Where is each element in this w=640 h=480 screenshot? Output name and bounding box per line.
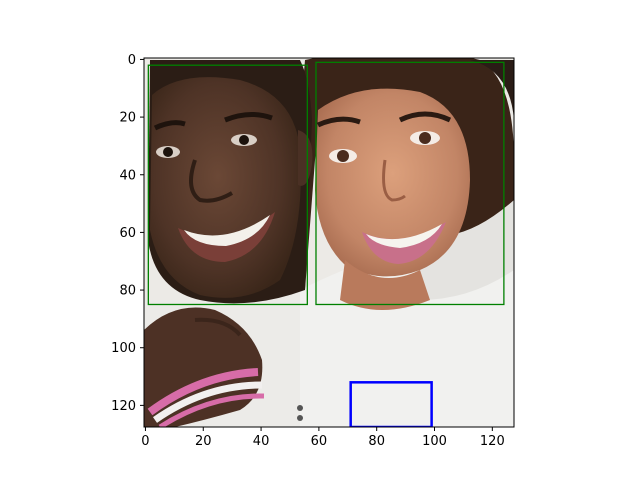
axes-frame [143,57,515,428]
x-tick-label: 80 [368,434,385,449]
y-tick-label: 0 [128,53,136,68]
woman-hair [298,58,514,290]
man-face [150,77,301,298]
bracelet-white [152,381,263,423]
y-tick-label: 60 [119,226,136,241]
x-axis: 0 20 40 60 80 100 120 [141,427,505,449]
y-tick-label: 40 [119,168,136,183]
y-tick-label: 20 [119,111,136,126]
x-tick-label: 20 [195,434,212,449]
woman-neck [340,260,430,310]
x-tick-label: 100 [422,434,447,449]
y-tick-label: 100 [111,341,136,356]
x-tick-label: 0 [141,434,149,449]
y-axis: 0 20 40 60 80 100 120 [111,53,144,414]
x-tick-label: 40 [253,434,270,449]
face-box-man [147,64,308,306]
photo [144,58,514,427]
bottom-box [349,381,433,427]
x-tick-label: 120 [480,434,505,449]
y-tick-label: 120 [111,399,136,414]
x-tick-label: 60 [311,434,328,449]
bracelet-pink [147,368,259,416]
face-box-woman [315,61,505,306]
annotation-boxes [147,61,505,427]
y-tick-label: 80 [119,284,136,299]
